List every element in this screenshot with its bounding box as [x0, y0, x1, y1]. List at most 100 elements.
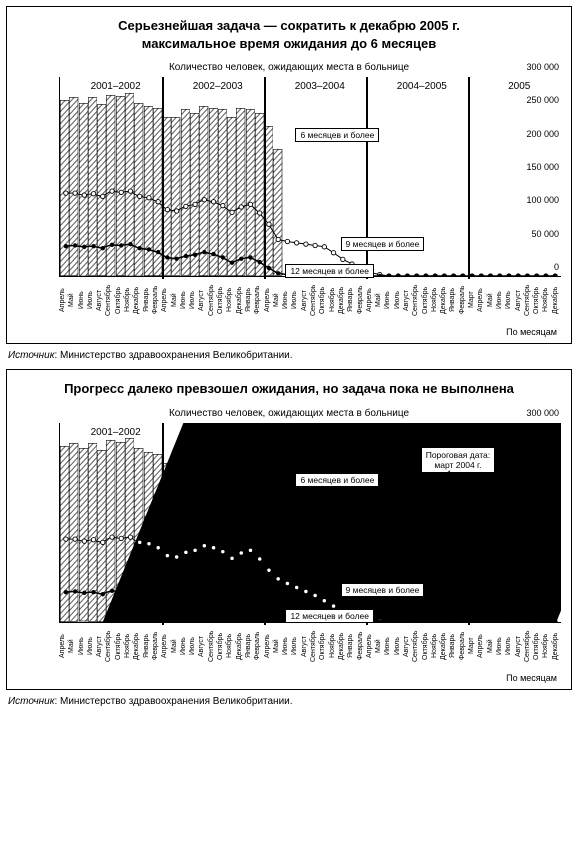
x-tick-label: Сентябрь: [208, 277, 217, 325]
chart-subtitle: Количество человек, ожидающих места в бо…: [17, 62, 561, 73]
bar: [79, 423, 88, 622]
x-tick-label: Апрель: [477, 623, 486, 671]
bar: [236, 77, 245, 276]
bar: [441, 77, 450, 276]
bar: [209, 77, 218, 276]
threshold-callout: Пороговая дата:март 2004 г.: [421, 447, 495, 473]
bar: [88, 423, 97, 622]
bar: [190, 77, 199, 276]
x-tick-label: Сентябрь: [524, 277, 533, 325]
bar: [79, 77, 88, 276]
year-label: 2001–2002: [91, 427, 141, 438]
bar: [255, 77, 264, 276]
x-tick-label: Декабрь: [552, 277, 561, 325]
bar: [181, 77, 190, 276]
x-tick-label: Июль: [394, 277, 403, 325]
x-tick-label: Апрель: [264, 623, 273, 671]
x-tick-label: Декабрь: [133, 277, 142, 325]
x-tick-label: Сентябрь: [310, 623, 319, 671]
bar: [153, 423, 162, 622]
x-tick-label: Октябрь: [115, 623, 124, 671]
x-tick-label: Май: [273, 623, 282, 671]
x-tick-label: Апрель: [161, 277, 170, 325]
x-tick-label: Сентябрь: [310, 277, 319, 325]
x-tick-label: Ноябрь: [226, 277, 235, 325]
x-tick-label: Февраль: [254, 277, 263, 325]
callout-6m: 6 месяцев и более: [295, 128, 379, 142]
source-line: Источник: Министерство здравоохранения В…: [8, 696, 578, 707]
x-tick-label: Сентябрь: [412, 623, 421, 671]
x-tick-label: Август: [515, 623, 524, 671]
x-tick-label: Январь: [449, 623, 458, 671]
bar: [171, 77, 180, 276]
x-tick-label: Ноябрь: [329, 623, 338, 671]
bar: [218, 423, 227, 622]
year-divider: [264, 423, 266, 625]
bar: [329, 423, 338, 622]
bar: [199, 77, 208, 276]
bar: [329, 77, 338, 276]
bar: [190, 423, 199, 622]
callout-12m: 12 месяцев и более: [285, 609, 374, 623]
bar: [533, 77, 542, 276]
bar: [478, 77, 487, 276]
x-tick-label: Июль: [291, 623, 300, 671]
x-tick-label: Январь: [245, 623, 254, 671]
year-label: 2003–2004: [295, 81, 345, 92]
bar: [273, 423, 282, 622]
x-tick-label: Июль: [87, 277, 96, 325]
x-tick-label: Декабрь: [338, 623, 347, 671]
chart-2: Прогресс далеко превзошел ожидания, но з…: [6, 369, 572, 690]
year-label: 2002–2003: [193, 427, 243, 438]
bar: [153, 77, 162, 276]
x-tick-label: Январь: [245, 277, 254, 325]
x-tick-label: Февраль: [357, 623, 366, 671]
bar: [496, 77, 505, 276]
callout-9m: 9 месяцев и более: [341, 237, 425, 251]
x-tick-label: Июнь: [384, 623, 393, 671]
x-tick-label: Июль: [505, 623, 514, 671]
chart-subtitle: Количество человек, ожидающих места в бо…: [17, 408, 561, 419]
x-tick-label: Октябрь: [319, 277, 328, 325]
x-tick-label: Июль: [87, 623, 96, 671]
bar: [543, 423, 552, 622]
bar: [496, 423, 505, 622]
x-tick-label: Октябрь: [422, 623, 431, 671]
plot-area: 2001–20022002–20032003–20042004–20052005…: [59, 423, 561, 623]
x-tick-label: Июнь: [78, 277, 87, 325]
x-tick-label: Декабрь: [552, 623, 561, 671]
x-tick-label: Июль: [505, 277, 514, 325]
x-tick-label: Февраль: [152, 623, 161, 671]
bar: [227, 77, 236, 276]
bar: [311, 423, 320, 622]
x-tick-label: Апрель: [161, 623, 170, 671]
year-label: 2004–2005: [397, 81, 447, 92]
bar: [134, 423, 143, 622]
bar: [144, 423, 153, 622]
bar: [292, 77, 301, 276]
bar: [60, 423, 69, 622]
chart-title: Прогресс далеко превзошел ожидания, но з…: [17, 378, 561, 408]
bar: [506, 423, 515, 622]
x-tick-label: Октябрь: [217, 277, 226, 325]
bar: [181, 423, 190, 622]
year-label: 2001–2002: [91, 81, 141, 92]
x-tick-label: Сентябрь: [208, 623, 217, 671]
x-tick-label: Август: [403, 623, 412, 671]
x-tick-label: Декабрь: [236, 277, 245, 325]
bar: [283, 423, 292, 622]
x-tick-label: Ноябрь: [431, 277, 440, 325]
x-tick-label: Февраль: [152, 277, 161, 325]
x-tick-label: Апрель: [264, 277, 273, 325]
x-tick-label: Июнь: [496, 277, 505, 325]
year-divider: [162, 423, 164, 625]
x-tick-label: Сентябрь: [524, 623, 533, 671]
bar: [88, 77, 97, 276]
x-tick-label: Июнь: [496, 623, 505, 671]
x-tick-label: Апрель: [59, 623, 68, 671]
bar: [320, 423, 329, 622]
x-tick-label: Сентябрь: [412, 277, 421, 325]
x-tick-label: Январь: [347, 277, 356, 325]
bar: [301, 77, 310, 276]
x-tick-label: Февраль: [459, 277, 468, 325]
